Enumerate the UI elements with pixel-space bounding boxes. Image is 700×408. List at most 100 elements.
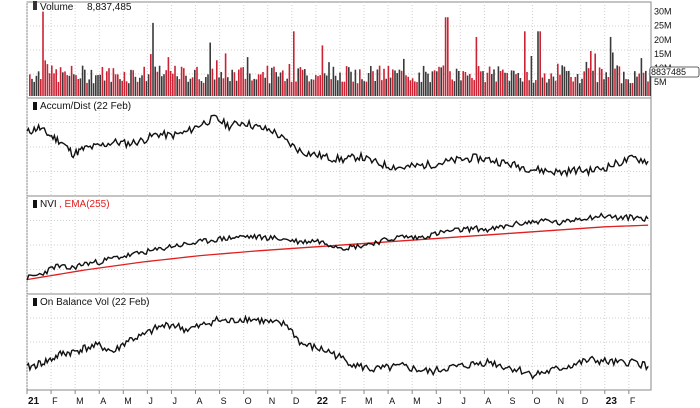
x-axis-tick-label: S bbox=[221, 396, 227, 406]
volume-bar bbox=[383, 68, 385, 96]
volume-bar bbox=[618, 66, 621, 96]
volume-bar bbox=[77, 79, 79, 96]
volume-bar bbox=[345, 66, 348, 96]
volume-bar bbox=[574, 76, 577, 96]
volume-bar bbox=[194, 69, 196, 96]
volume-bar bbox=[473, 80, 475, 96]
x-axis-tick-label: A bbox=[197, 396, 203, 406]
volume-bar bbox=[436, 71, 438, 96]
volume-bar bbox=[40, 79, 42, 96]
volume-y-tick-label: 5M bbox=[654, 77, 667, 87]
obv-label: On Balance Vol (22 Feb) bbox=[40, 297, 150, 308]
volume-bar bbox=[513, 70, 515, 96]
x-axis-tick-label: O bbox=[534, 396, 541, 406]
volume-bar bbox=[627, 79, 629, 96]
volume-bar bbox=[312, 79, 315, 96]
volume-bar bbox=[442, 65, 445, 96]
volume-bar bbox=[466, 75, 469, 96]
volume-bar bbox=[486, 72, 489, 96]
volume-bar bbox=[330, 79, 332, 96]
volume-bar bbox=[48, 73, 51, 96]
volume-bar bbox=[609, 36, 612, 96]
volume-bar bbox=[202, 82, 205, 96]
volume-bar bbox=[288, 63, 291, 96]
volume-bar bbox=[323, 73, 326, 96]
x-axis-tick-label: N bbox=[558, 396, 565, 406]
volume-bar bbox=[282, 70, 284, 96]
volume-bar bbox=[29, 74, 31, 96]
volume-bar bbox=[123, 71, 126, 96]
volume-bar bbox=[458, 70, 460, 96]
volume-bar bbox=[264, 77, 266, 96]
volume-bar bbox=[438, 66, 440, 96]
volume-bar bbox=[306, 75, 308, 96]
volume-bar bbox=[253, 78, 255, 96]
volume-bar bbox=[108, 68, 110, 96]
volume-bar bbox=[114, 74, 117, 96]
volume-bar bbox=[398, 69, 401, 96]
volume-bar bbox=[554, 80, 557, 96]
volume-bar bbox=[405, 75, 407, 96]
nvi-ema-label: , EMA(255) bbox=[59, 199, 110, 210]
volume-bar bbox=[154, 66, 156, 96]
volume-bar bbox=[308, 81, 310, 96]
volume-bar bbox=[418, 72, 420, 96]
volume-last-value-text: 8837485 bbox=[651, 67, 686, 77]
x-axis-tick-label: J bbox=[461, 396, 466, 406]
volume-bar bbox=[499, 70, 502, 96]
volume-bar bbox=[321, 45, 324, 96]
volume-bar bbox=[145, 81, 148, 96]
nvi-ema-line bbox=[26, 224, 649, 281]
x-axis-tick-label: M bbox=[124, 396, 132, 406]
volume-bar bbox=[139, 77, 141, 96]
x-axis-tick-label: M bbox=[365, 396, 373, 406]
volume-bar bbox=[449, 71, 451, 96]
volume-bar bbox=[117, 74, 119, 96]
volume-bar bbox=[75, 75, 77, 96]
volume-bar bbox=[35, 75, 38, 96]
volume-bar bbox=[411, 78, 414, 96]
volume-bar bbox=[229, 81, 231, 96]
volume-bar bbox=[541, 77, 544, 96]
volume-bar bbox=[482, 71, 484, 96]
volume-bar bbox=[66, 75, 68, 96]
volume-bar bbox=[172, 73, 174, 96]
volume-bar bbox=[385, 78, 387, 96]
volume-bar bbox=[491, 74, 493, 96]
volume-bar bbox=[528, 80, 530, 96]
volume-bar bbox=[504, 72, 506, 96]
nvi-label: NVI bbox=[40, 199, 57, 210]
volume-bar bbox=[535, 80, 537, 96]
volume-bar bbox=[603, 79, 605, 96]
volume-bar bbox=[213, 79, 216, 96]
volume-bar bbox=[326, 75, 328, 96]
nvi-line bbox=[26, 212, 649, 281]
volume-bar bbox=[235, 80, 238, 96]
volume-bar bbox=[414, 81, 416, 96]
volume-bar bbox=[110, 81, 112, 96]
volume-bar bbox=[233, 72, 236, 96]
volume-value: 8,837,485 bbox=[87, 2, 132, 13]
volume-bar bbox=[519, 78, 522, 96]
volume-bar bbox=[220, 72, 222, 96]
volume-bar bbox=[477, 66, 480, 96]
volume-last-value-badge bbox=[649, 66, 700, 78]
volume-y-tick-label: 30M bbox=[654, 7, 672, 17]
volume-bar bbox=[455, 68, 458, 96]
volume-bar bbox=[90, 69, 93, 96]
volume-bar bbox=[293, 31, 295, 96]
volume-bar bbox=[224, 53, 227, 96]
x-axis-tick-label: F bbox=[341, 396, 347, 406]
volume-bar bbox=[497, 66, 500, 96]
volume-bar bbox=[183, 68, 185, 96]
volume-bar bbox=[647, 81, 649, 96]
volume-bar bbox=[242, 67, 244, 96]
volume-bar bbox=[59, 67, 62, 96]
volume-panel: 30M25M20M15M10M5M Volume 8,837,485 88374… bbox=[26, 1, 700, 99]
volume-bar bbox=[521, 81, 524, 96]
volume-bar bbox=[378, 65, 381, 96]
volume-bar bbox=[464, 72, 467, 96]
x-axis-tick-label: M bbox=[413, 396, 421, 406]
volume-bar bbox=[543, 73, 546, 96]
volume-label: Volume bbox=[40, 2, 74, 13]
